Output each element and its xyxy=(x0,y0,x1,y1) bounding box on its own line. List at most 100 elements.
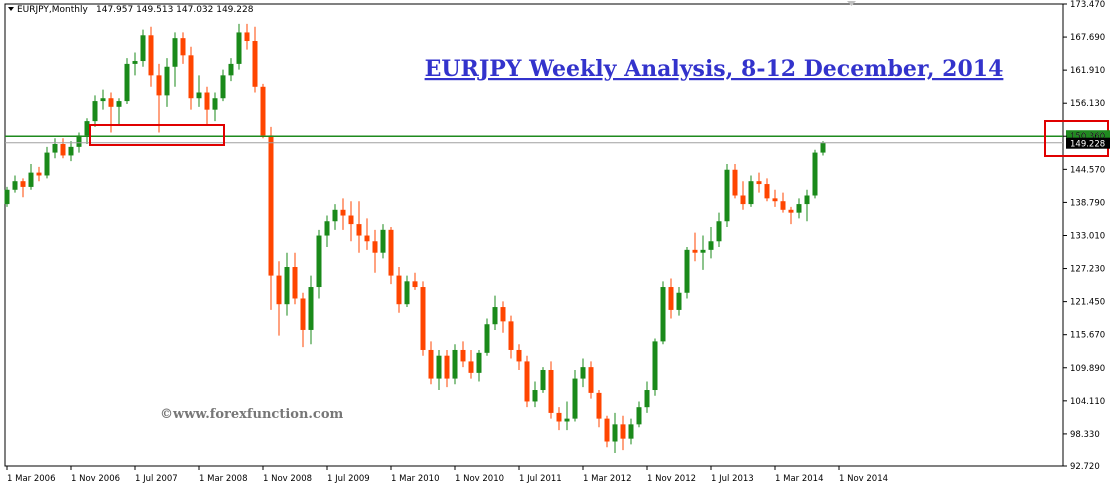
candle-body xyxy=(348,215,354,225)
candle-body xyxy=(436,355,442,379)
triangle-down-icon[interactable] xyxy=(8,7,14,11)
candle-body xyxy=(820,142,826,153)
candle-body xyxy=(356,224,362,236)
y-tick-label: 121.450 xyxy=(1070,298,1105,308)
x-tick-label: 1 Mar 2006 xyxy=(7,474,55,484)
candle-body xyxy=(324,221,330,236)
x-tick-label: 1 Jul 2007 xyxy=(135,474,178,484)
candle-body xyxy=(172,38,178,67)
y-tick-label: 92.720 xyxy=(1070,462,1100,472)
candle-body xyxy=(652,341,658,391)
candle-body xyxy=(772,198,778,202)
symbol-label: EURJPY,Monthly xyxy=(17,5,88,15)
x-tick-label: 1 Mar 2012 xyxy=(583,474,631,484)
candle-body xyxy=(812,152,818,196)
watermark-text: ©www.forexfunction.com xyxy=(160,407,344,422)
candle-body xyxy=(340,209,346,216)
resistance-price-label: 150.360 xyxy=(1070,132,1105,142)
triangle-down-icon xyxy=(847,1,856,6)
x-tick-label: 1 Mar 2010 xyxy=(391,474,439,484)
candle-body xyxy=(788,209,794,213)
candle-body xyxy=(420,287,426,350)
candle-body xyxy=(148,35,154,76)
candle-body xyxy=(180,38,186,56)
candle-body xyxy=(660,287,666,342)
candle-body xyxy=(628,424,634,439)
candle-body xyxy=(444,355,450,379)
current-price-label: 149.228 xyxy=(1070,140,1105,150)
current-price-badge xyxy=(1066,137,1110,149)
candle-body xyxy=(284,267,290,305)
candle-body xyxy=(564,418,570,422)
y-tick-label: 173.470 xyxy=(1070,0,1105,10)
candle-body xyxy=(756,181,762,185)
y-tick-label: 167.690 xyxy=(1070,33,1105,43)
candle-body xyxy=(604,418,610,442)
candle-body xyxy=(4,189,10,205)
candle-body xyxy=(236,32,242,64)
candle-body xyxy=(196,92,202,99)
x-tick-label: 1 Jul 2013 xyxy=(711,474,754,484)
candle-body xyxy=(164,66,170,96)
candle-body xyxy=(708,241,714,250)
candle-body xyxy=(124,63,130,102)
candles-group xyxy=(4,23,826,453)
candle-body xyxy=(700,249,706,253)
candle-body xyxy=(276,275,282,305)
candle-body xyxy=(372,241,378,253)
highlight-box-support-zone xyxy=(89,124,225,146)
candle-body xyxy=(300,298,306,330)
x-tick-label: 1 Nov 2010 xyxy=(455,474,504,484)
candle-body xyxy=(476,352,482,373)
x-tick-label: 1 Jul 2011 xyxy=(519,474,562,484)
candle-body xyxy=(492,307,498,325)
candle-body xyxy=(540,369,546,391)
candle-body xyxy=(212,98,218,110)
candle-body xyxy=(460,349,466,362)
candle-body xyxy=(12,181,18,190)
candle-body xyxy=(732,169,738,196)
candle-body xyxy=(508,321,514,350)
candle-body xyxy=(60,144,66,156)
chart-background xyxy=(4,1,1064,467)
y-tick-label: 133.010 xyxy=(1070,231,1105,241)
y-tick-label: 161.910 xyxy=(1070,66,1105,76)
candle-body xyxy=(580,367,586,379)
candle-body xyxy=(140,35,146,62)
y-tick-label: 104.110 xyxy=(1070,397,1105,407)
candle-body xyxy=(404,281,410,305)
candle-body xyxy=(260,86,266,136)
candle-body xyxy=(52,144,58,153)
candle-body xyxy=(396,275,402,305)
y-tick-label: 144.570 xyxy=(1070,165,1105,175)
candle-body xyxy=(684,249,690,293)
y-tick-label: 109.890 xyxy=(1070,364,1105,374)
candle-body xyxy=(796,204,802,213)
x-tick-label: 1 Nov 2006 xyxy=(71,474,120,484)
y-tick-label: 98.330 xyxy=(1070,430,1100,440)
candle-body xyxy=(364,235,370,242)
candle-body xyxy=(380,229,386,253)
x-tick-label: 1 Nov 2008 xyxy=(263,474,312,484)
candle-body xyxy=(572,378,578,419)
candle-body xyxy=(44,152,50,176)
candle-body xyxy=(332,209,338,222)
candle-body xyxy=(292,267,298,299)
y-tick-label: 138.790 xyxy=(1070,198,1105,208)
x-tick-label: 1 Mar 2014 xyxy=(775,474,823,484)
candle-body xyxy=(452,349,458,379)
candle-body xyxy=(116,101,122,107)
candle-body xyxy=(780,201,786,210)
x-tick-label: 1 Nov 2012 xyxy=(647,474,696,484)
candle-body xyxy=(268,135,274,276)
candle-body xyxy=(500,307,506,322)
candle-body xyxy=(724,169,730,222)
candle-body xyxy=(740,195,746,205)
candle-body xyxy=(676,292,682,310)
candle-body xyxy=(748,181,754,205)
candle-body xyxy=(428,349,434,379)
candle-body xyxy=(316,235,322,288)
ohlc-readout: 147.957 149.513 147.032 149.228 xyxy=(96,5,254,15)
